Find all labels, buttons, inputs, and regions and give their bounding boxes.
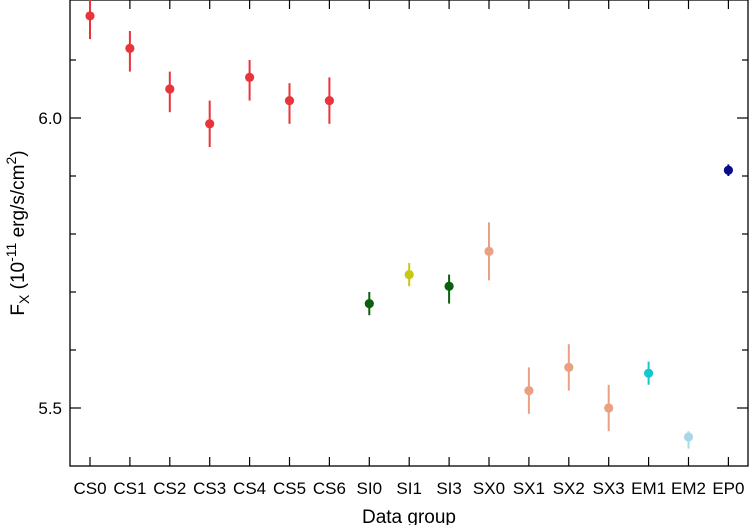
data-point	[205, 119, 215, 129]
data-point	[444, 281, 454, 291]
data-point	[364, 299, 374, 309]
y-axis-label-unit: erg/s/cm	[8, 165, 29, 243]
data-point	[683, 432, 694, 442]
y-axis-label-close: )	[8, 150, 29, 156]
y-axis-label-base: F	[8, 304, 29, 316]
x-tick-label: SX0	[473, 479, 505, 498]
data-point	[564, 362, 574, 372]
x-tick-label: EM1	[631, 479, 666, 498]
y-axis-label-sq: 2	[3, 157, 19, 165]
x-tick-label: SI1	[396, 479, 422, 498]
x-tick-label: CS5	[273, 479, 306, 498]
y-axis-label-open: (10	[8, 262, 29, 295]
data-point	[404, 270, 414, 280]
x-tick-labels: CS0 CS1 CS2 CS3 CS4 CS5 CS6 SI0 SI1 SI3 SX0 SX1 SX2 S…	[73, 479, 744, 498]
x-tick-label: CS0	[73, 479, 106, 498]
data-point	[245, 72, 255, 82]
x-tick-label: SI3	[436, 479, 462, 498]
x-tick-label: CS2	[153, 479, 186, 498]
x-axis-label: Data group	[362, 507, 456, 525]
y-axis-label-exp: -11	[3, 242, 19, 261]
y-axis-label-sub: X	[16, 294, 32, 304]
data-point	[644, 368, 654, 378]
y-axis-label: FX (10-11 erg/s/cm2)	[3, 150, 32, 315]
x-tick-label: EP0	[712, 479, 744, 498]
x-tick-label: CS4	[233, 479, 266, 498]
data-points	[85, 0, 734, 449]
x-tick-label: SX2	[553, 479, 585, 498]
data-point	[85, 11, 95, 21]
plot-frame	[69, 0, 749, 467]
x-tick-label: SX3	[593, 479, 625, 498]
x-tick-label: EM2	[671, 479, 706, 498]
y-tick-label: 6.0	[38, 109, 62, 128]
x-tick-label: CS6	[313, 479, 346, 498]
x-tick-label: SX1	[513, 479, 545, 498]
x-tick-label: SI0	[357, 479, 383, 498]
data-point	[284, 96, 295, 106]
y-tick-label: 5.5	[38, 399, 62, 418]
data-point	[484, 246, 494, 256]
axis-ticks	[70, 0, 748, 466]
data-point	[125, 43, 135, 54]
data-point	[165, 84, 175, 94]
data-point	[604, 403, 614, 413]
data-point	[524, 386, 534, 396]
data-point	[723, 165, 734, 175]
x-tick-label: CS1	[113, 479, 146, 498]
x-tick-label: CS3	[193, 479, 226, 498]
y-tick-labels: 5.5 6.0	[38, 109, 62, 418]
data-point	[324, 96, 334, 106]
